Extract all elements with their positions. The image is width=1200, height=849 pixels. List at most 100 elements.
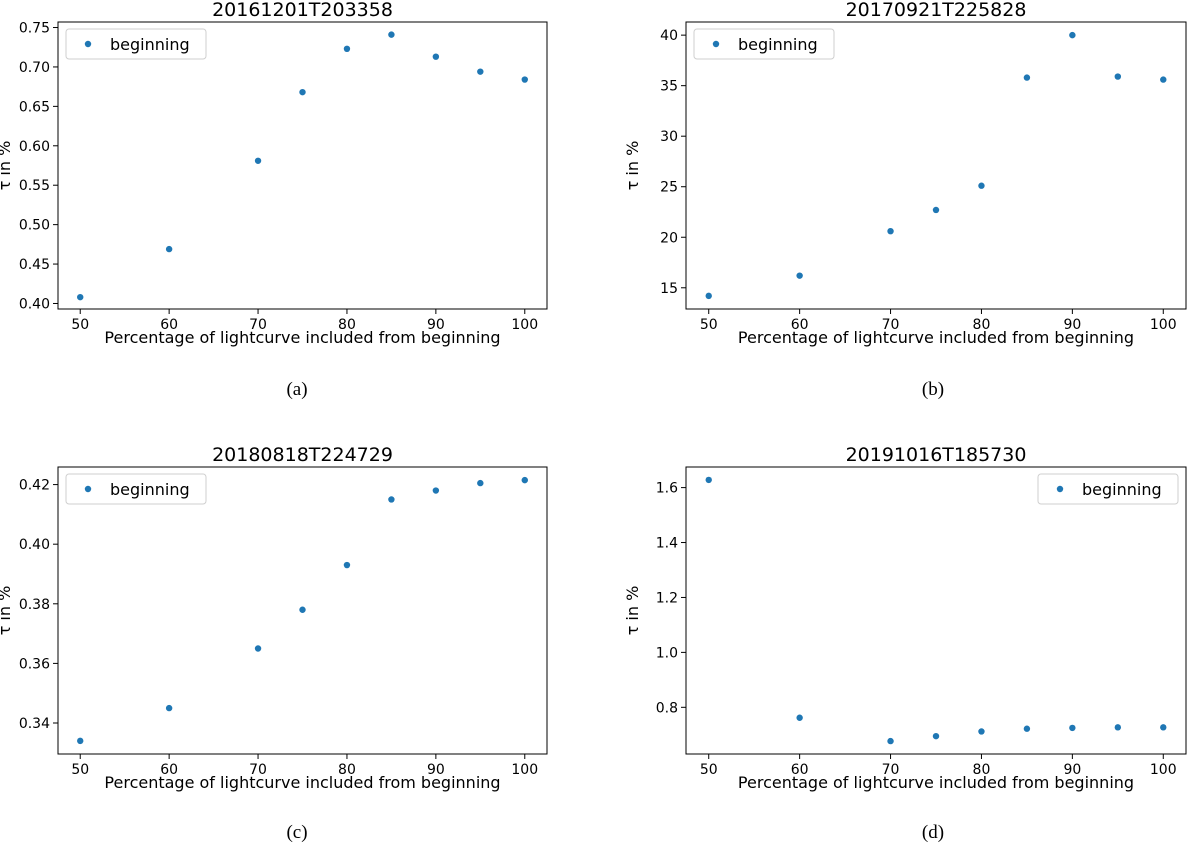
plot-frame <box>57 21 548 310</box>
y-tick-label: 40 <box>660 28 678 44</box>
x-tick-label: 60 <box>791 762 809 778</box>
x-tick-label: 90 <box>1063 762 1081 778</box>
x-axis-label: Percentage of lightcurve included from b… <box>104 773 500 792</box>
x-tick-label: 50 <box>700 317 718 333</box>
legend-label: beginning <box>110 480 190 499</box>
y-tick-label: 20 <box>660 230 678 246</box>
x-axis-label: Percentage of lightcurve included from b… <box>104 328 500 347</box>
chart-title: 20191016T185730 <box>846 444 1027 466</box>
legend: beginning <box>65 473 207 505</box>
y-tick-label: 0.40 <box>19 537 50 553</box>
x-tick-label: 70 <box>882 317 900 333</box>
panel-caption: (d) <box>922 822 944 843</box>
legend-box <box>693 28 835 60</box>
x-tick-label: 70 <box>249 762 267 778</box>
data-point <box>1114 73 1122 80</box>
data-point <box>887 737 894 745</box>
panel-caption: (c) <box>286 822 307 843</box>
x-tick-label: 70 <box>249 317 267 333</box>
y-tick-label: 25 <box>660 180 678 196</box>
panel-caption: (b) <box>922 379 944 400</box>
legend-box <box>1037 473 1179 505</box>
chart-title: 20180818T224729 <box>212 444 393 466</box>
y-tick-label: 0.40 <box>19 296 50 312</box>
x-tick-label: 70 <box>882 762 900 778</box>
legend: beginning <box>65 28 207 60</box>
x-tick-label: 90 <box>427 317 445 333</box>
y-tick-label: 0.42 <box>19 478 50 494</box>
y-axis-label: τ in % <box>0 141 14 191</box>
y-tick-label: 35 <box>660 79 678 95</box>
x-tick-label: 60 <box>791 317 809 333</box>
chart-panel-c: 20180818T224729 50 60 70 80 90 100 0.34 0.36 0.38… <box>0 444 548 843</box>
x-tick-label: 80 <box>973 317 991 333</box>
data-point <box>432 53 440 60</box>
y-tick-label: 1.6 <box>656 481 678 497</box>
data-point <box>343 561 351 569</box>
x-tick-label: 100 <box>511 317 538 333</box>
data-point <box>932 732 940 740</box>
data-point <box>1069 31 1076 39</box>
legend-label: beginning <box>738 35 818 54</box>
data-point <box>432 487 440 494</box>
data-point <box>1160 724 1167 731</box>
x-tick-label: 80 <box>338 762 356 778</box>
x-tick-label: 50 <box>71 317 89 333</box>
data-point <box>705 292 712 300</box>
legend-label: beginning <box>1082 480 1162 499</box>
data-point <box>1023 74 1031 81</box>
data-point <box>477 479 484 487</box>
x-tick-label: 80 <box>338 317 356 333</box>
chart-title: 20170921T225828 <box>846 0 1027 21</box>
y-tick-label: 15 <box>660 281 678 297</box>
data-point <box>165 704 173 712</box>
chart-panel-d: 20191016T185730 50 60 70 80 90 100 0.8 1.0 1.2 1.4… <box>623 444 1187 843</box>
plot-frame <box>685 21 1187 310</box>
plot-frame <box>685 466 1187 755</box>
x-tick-label: 100 <box>511 762 538 778</box>
y-tick-label: 0.55 <box>19 178 50 194</box>
data-point <box>477 68 484 75</box>
data-point <box>343 45 351 53</box>
data-point <box>1069 724 1076 732</box>
data-point <box>388 496 395 503</box>
chart-panel-b: 20170921T225828 50 60 70 80 90 100 15 20 25 30 35 40… <box>623 0 1187 400</box>
y-tick-label: 0.50 <box>19 218 50 234</box>
x-tick-label: 60 <box>160 317 178 333</box>
data-point <box>299 88 306 96</box>
legend-box <box>65 473 207 505</box>
x-tick-label: 100 <box>1150 317 1177 333</box>
x-tick-label: 60 <box>160 762 178 778</box>
x-tick-label: 90 <box>427 762 445 778</box>
data-point <box>388 31 395 38</box>
y-tick-label: 1.4 <box>656 536 678 552</box>
data-point <box>932 206 940 214</box>
data-point <box>521 76 528 83</box>
y-tick-label: 0.60 <box>19 139 50 155</box>
data-point <box>254 157 262 164</box>
legend-marker <box>712 40 720 48</box>
data-point <box>887 227 894 235</box>
x-tick-label: 80 <box>973 762 991 778</box>
legend-marker <box>1056 485 1064 493</box>
legend-marker <box>84 40 92 48</box>
y-tick-label: 0.34 <box>19 716 50 732</box>
chart-title: 20161201T203358 <box>212 0 393 21</box>
data-point <box>254 645 262 652</box>
legend: beginning <box>693 28 835 60</box>
legend-label: beginning <box>110 35 190 54</box>
y-tick-label: 0.45 <box>19 257 50 273</box>
plot-frame <box>57 466 548 755</box>
legend-marker <box>84 485 92 493</box>
legend-box <box>65 28 207 60</box>
y-tick-label: 30 <box>660 129 678 145</box>
panel-caption: (a) <box>286 379 307 400</box>
x-tick-label: 50 <box>71 762 89 778</box>
y-axis-label: τ in % <box>623 141 642 191</box>
y-axis-label: τ in % <box>0 586 14 636</box>
data-point <box>705 476 712 484</box>
data-point <box>1023 725 1031 732</box>
data-point <box>521 476 528 484</box>
y-tick-label: 0.65 <box>19 99 50 115</box>
